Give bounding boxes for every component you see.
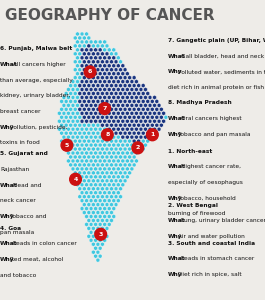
Text: breast cancer: breast cancer [0, 109, 41, 114]
Text: Air and water pollution: Air and water pollution [176, 234, 245, 239]
Circle shape [99, 103, 111, 115]
Text: Tobacco and: Tobacco and [8, 214, 46, 219]
Text: GEOGRAPHY OF CANCER: GEOGRAPHY OF CANCER [5, 8, 215, 22]
Text: than average, especially: than average, especially [0, 77, 73, 83]
Text: Lung, urinary bladder cancer: Lung, urinary bladder cancer [179, 218, 265, 224]
Text: What: What [168, 116, 186, 121]
Text: especially of oesophagus: especially of oesophagus [168, 180, 243, 185]
Text: What: What [168, 218, 186, 224]
Circle shape [147, 129, 158, 141]
Text: 8: 8 [105, 132, 109, 137]
Text: Gall bladder, head and neck cancer: Gall bladder, head and neck cancer [179, 54, 265, 59]
Text: 3. South and coastal India: 3. South and coastal India [168, 241, 255, 246]
Text: Leads in stomach cancer: Leads in stomach cancer [179, 256, 254, 261]
Text: toxins in food: toxins in food [0, 140, 40, 145]
Text: 4: 4 [73, 177, 78, 182]
Text: Leads in colon cancer: Leads in colon cancer [11, 242, 76, 246]
Circle shape [61, 139, 73, 151]
Text: 1. North-east: 1. North-east [168, 149, 213, 154]
Text: 5. Gujarat and: 5. Gujarat and [0, 152, 48, 157]
Text: Rajasthan: Rajasthan [0, 167, 29, 172]
Text: Why: Why [168, 234, 183, 239]
Text: Why: Why [0, 214, 15, 219]
Text: 2. West Bengal: 2. West Bengal [168, 203, 218, 208]
Text: 4. Goa: 4. Goa [0, 226, 21, 231]
Circle shape [101, 129, 113, 141]
Text: What: What [168, 256, 186, 261]
Text: What: What [168, 164, 186, 169]
Text: 6. Punjab, Malwa belt: 6. Punjab, Malwa belt [0, 46, 72, 51]
Text: Highest cancer rate,: Highest cancer rate, [179, 164, 241, 169]
Text: kidney, urinary bladder,: kidney, urinary bladder, [0, 93, 71, 98]
Text: Polluted water, sediments in the river,: Polluted water, sediments in the river, [176, 69, 265, 74]
Text: Tobacco and pan masala: Tobacco and pan masala [176, 131, 251, 136]
Text: 8. Madhya Pradesh: 8. Madhya Pradesh [168, 100, 232, 105]
Text: What: What [168, 54, 186, 59]
Text: Red meat, alcohol: Red meat, alcohol [8, 257, 63, 262]
Text: 6: 6 [88, 69, 92, 74]
Text: 1: 1 [150, 132, 154, 137]
Text: Why: Why [168, 272, 183, 277]
Text: Why: Why [0, 257, 15, 262]
Text: What: What [0, 183, 18, 188]
Text: Why: Why [168, 131, 183, 136]
Text: 7: 7 [103, 106, 107, 111]
Circle shape [70, 173, 81, 185]
Text: Why: Why [168, 69, 183, 74]
Text: Oral cancers highest: Oral cancers highest [179, 116, 241, 121]
Text: and tobacco: and tobacco [0, 273, 36, 278]
Circle shape [95, 228, 107, 240]
Text: burning of firewood: burning of firewood [168, 212, 226, 216]
Text: 2: 2 [136, 146, 140, 150]
Text: Pollution, pesticide,: Pollution, pesticide, [8, 124, 68, 130]
Text: What: What [0, 62, 18, 67]
Text: neck cancer: neck cancer [0, 199, 36, 203]
Text: pan masala: pan masala [0, 230, 34, 235]
Text: Tobacco, household: Tobacco, household [176, 196, 236, 201]
Text: Diet rich in spice, salt: Diet rich in spice, salt [176, 272, 242, 277]
Text: Why: Why [168, 196, 183, 201]
Text: diet rich in animal protein or fish: diet rich in animal protein or fish [168, 85, 264, 90]
Text: 3: 3 [99, 232, 103, 237]
Text: 7. Gangetic plain (UP, Bihar, West Bengal): 7. Gangetic plain (UP, Bihar, West Benga… [168, 38, 265, 43]
Text: All cancers higher: All cancers higher [11, 62, 65, 67]
Circle shape [84, 66, 96, 78]
Text: Head and: Head and [11, 183, 41, 188]
Circle shape [132, 142, 144, 154]
Text: Why: Why [0, 124, 15, 130]
Text: What: What [0, 242, 18, 246]
Text: 5: 5 [65, 143, 69, 148]
